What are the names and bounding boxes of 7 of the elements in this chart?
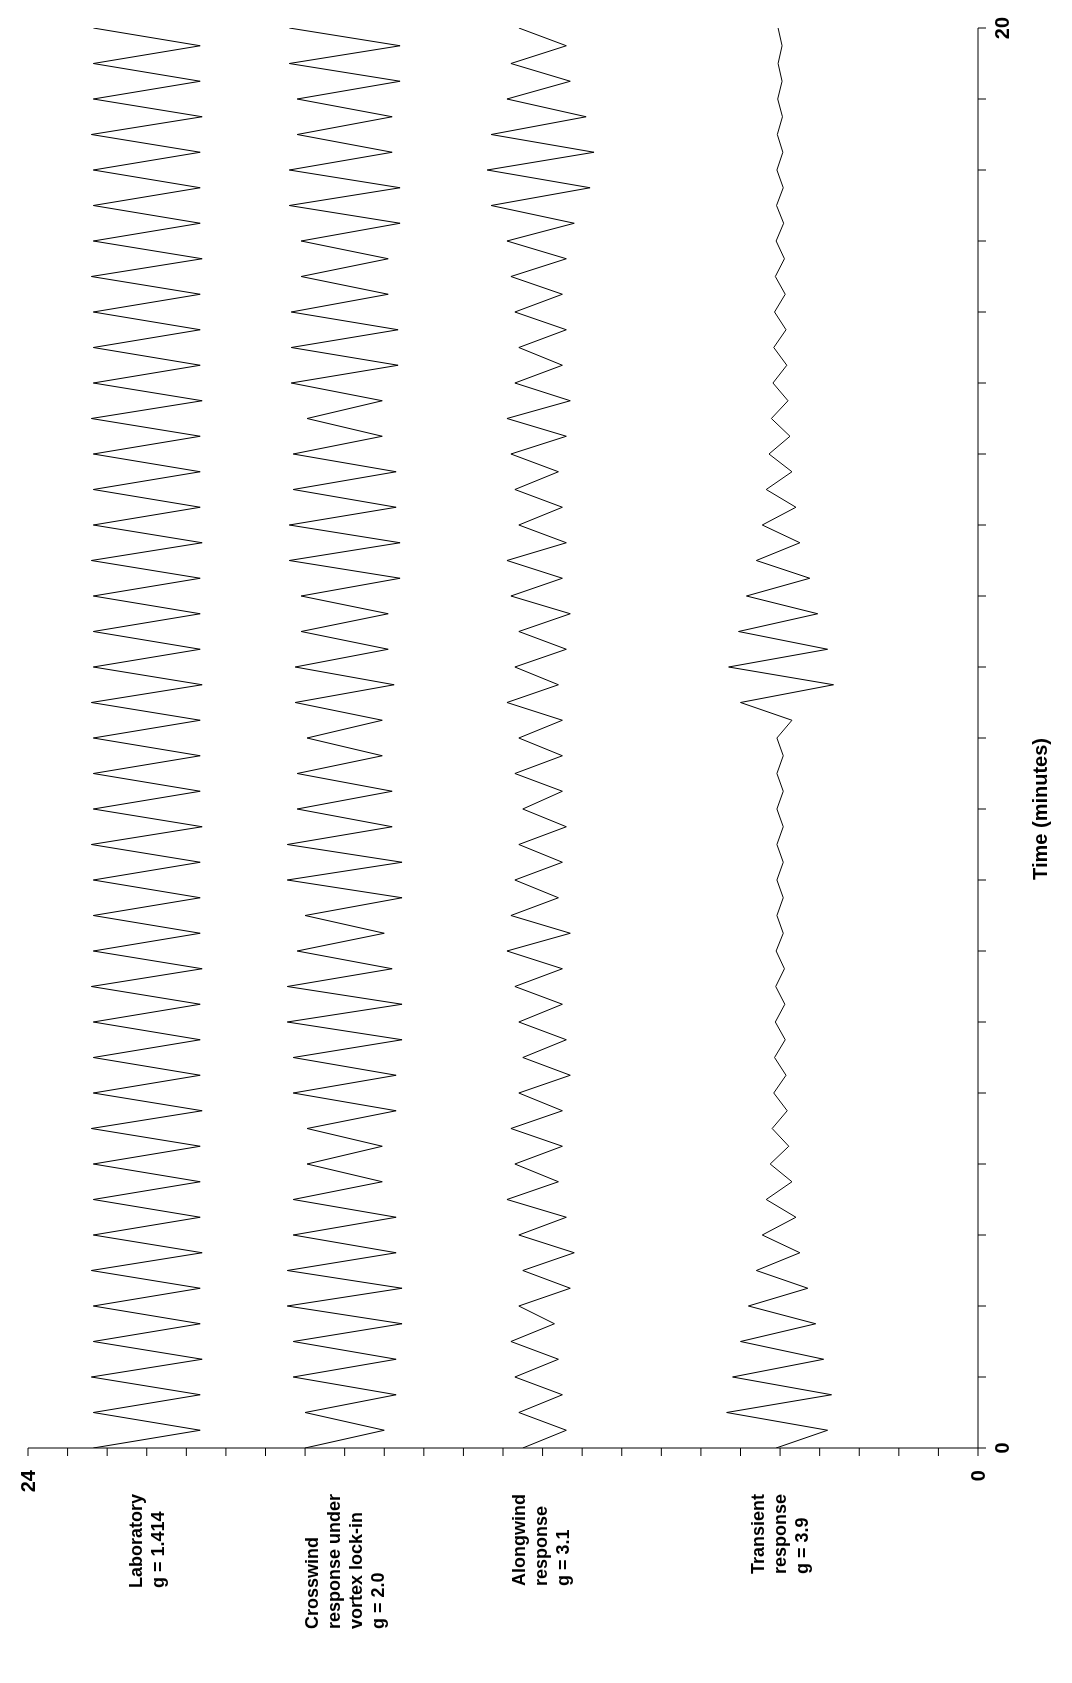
x-tick-label: 24: [17, 1469, 39, 1493]
y-tick-label: 20: [991, 16, 1013, 40]
text: Alongwind response g = 3.1: [507, 1494, 574, 1586]
text: Laboratory g = 1.414: [124, 1494, 169, 1589]
y-axis-title: Time (minutes): [1029, 738, 1052, 880]
text: Transient response g = 3.9: [747, 1494, 814, 1575]
text: Crosswind response under vortex lock-in g = 2.0: [300, 1494, 389, 1630]
